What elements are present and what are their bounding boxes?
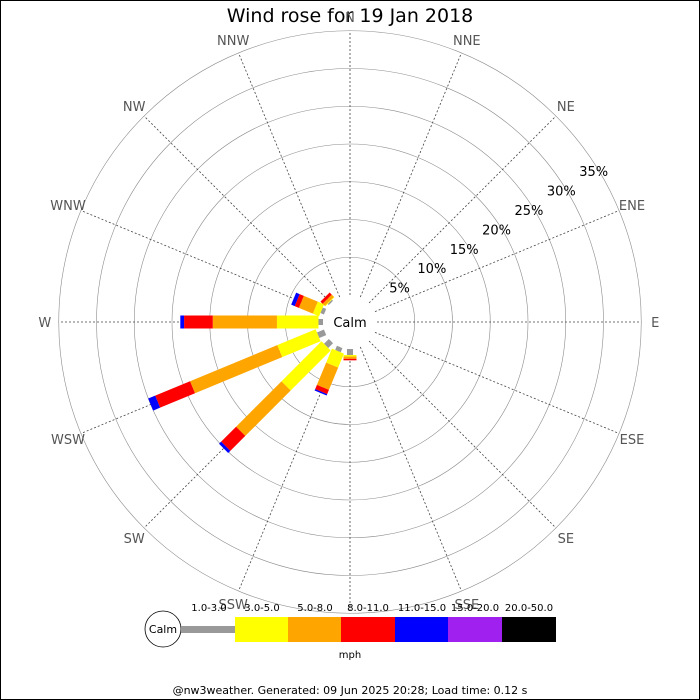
wind-bar-segment xyxy=(318,319,323,325)
legend-label: 20.0-50.0 xyxy=(505,603,553,614)
wind-bar-segment xyxy=(343,358,357,361)
radial-tick-label: 35% xyxy=(579,165,608,180)
direction-spoke xyxy=(359,346,462,592)
direction-label-sw: SW xyxy=(124,532,145,547)
wind-bar-segment xyxy=(316,329,327,338)
wind-bar-segment xyxy=(326,348,344,368)
footer-text: @nw3weather. Generated: 09 Jun 2025 20:2… xyxy=(172,684,528,697)
wind-bar-segment xyxy=(276,315,319,329)
direction-labels: NNNENEENEEESESESSESSSWSWWSWWWNWNWNNW xyxy=(38,11,659,637)
radial-tick-label: 20% xyxy=(482,223,511,238)
direction-label-nnw: NNW xyxy=(217,34,249,49)
wind-bar-s xyxy=(343,349,357,361)
calm-label: Calm xyxy=(333,316,366,331)
direction-spoke xyxy=(368,115,557,304)
direction-spoke xyxy=(374,210,620,313)
wind-bar-segment xyxy=(298,295,318,314)
radial-tick-label: 10% xyxy=(417,262,446,277)
radial-ring xyxy=(96,68,604,576)
legend-label: 5.0-8.0 xyxy=(297,603,332,614)
direction-label-nne: NNE xyxy=(453,34,481,49)
direction-label-nw: NW xyxy=(123,100,146,115)
direction-spoke xyxy=(374,331,620,434)
direction-spoke xyxy=(368,340,557,529)
wind-bar-nw xyxy=(320,292,335,307)
direction-label-ese: ESE xyxy=(620,433,645,448)
wind-bar-segment xyxy=(180,315,185,329)
wind-bar-segment xyxy=(347,349,353,356)
radial-tick-labels: 5% 10% 15%20%25% 30%35% xyxy=(389,165,608,297)
legend-swatch xyxy=(181,626,235,633)
wind-bar-segment xyxy=(316,362,339,390)
legend-label: 15.0-20.0 xyxy=(451,603,499,614)
legend-unit: mph xyxy=(339,650,361,661)
legend-label: 1.0-3.0 xyxy=(191,603,226,614)
legend-label: 8.0-11.0 xyxy=(347,603,389,614)
radial-tick-label: 25% xyxy=(514,204,543,219)
wind-bar-segment xyxy=(155,381,196,408)
wind-bar-segment xyxy=(148,395,161,411)
wind-bar-segment xyxy=(322,294,334,306)
wind-bar-w xyxy=(180,315,323,329)
direction-label-wsw: WSW xyxy=(51,433,85,448)
legend-swatch xyxy=(341,617,395,642)
wind-bar-segment xyxy=(219,441,231,453)
wind-bar-segment xyxy=(294,294,304,308)
direction-label-e: E xyxy=(651,316,659,331)
wind-bar-segment xyxy=(184,315,213,329)
wind-bar-segment xyxy=(312,301,325,317)
radial-ring xyxy=(171,143,529,501)
legend-swatch xyxy=(288,617,342,642)
wind-bar-wnw xyxy=(291,292,327,317)
radial-tick-label: 15% xyxy=(450,243,479,258)
wind-bar-ssw xyxy=(314,345,344,396)
legend-label: 3.0-5.0 xyxy=(244,603,279,614)
wind-bar-segment xyxy=(343,355,357,357)
wind-bar-segment xyxy=(281,341,331,391)
wind-bar-segment xyxy=(323,338,334,349)
direction-label-w: W xyxy=(38,316,51,331)
direction-spoke xyxy=(238,52,341,298)
direction-spoke xyxy=(359,52,462,298)
direction-label-n: N xyxy=(345,11,355,26)
direction-spoke xyxy=(143,115,332,304)
wind-bar-segment xyxy=(320,292,332,304)
direction-label-ene: ENE xyxy=(619,199,645,214)
direction-label-sse: SSE xyxy=(454,598,479,613)
legend: Calm 1.0-3.0 3.0-5.0 5.0-8.0 8.0-11.0 11.0-15… xyxy=(144,603,556,661)
wind-bar-segment xyxy=(324,296,335,307)
wind-bar-segment xyxy=(190,345,283,394)
radial-tick-label: 30% xyxy=(547,184,576,199)
legend-swatch xyxy=(502,617,556,642)
direction-label-wnw: WNW xyxy=(50,199,86,214)
wind-bar-sw xyxy=(219,338,334,453)
direction-label-ssw: SSW xyxy=(219,598,249,613)
wind-bars xyxy=(148,292,357,453)
direction-label-se: SE xyxy=(558,532,574,547)
calm-circle xyxy=(327,299,373,345)
radial-tick-label: 5% xyxy=(389,282,410,297)
wind-bar-segment xyxy=(291,292,300,307)
wind-bar-segment xyxy=(212,315,277,329)
direction-label-ne: NE xyxy=(557,100,575,115)
wind-bar-segment xyxy=(314,389,328,396)
wind-bar-segment xyxy=(236,381,291,436)
legend-swatch xyxy=(235,617,289,642)
legend-label: 11.0-15.0 xyxy=(398,603,446,614)
legend-calm-label: Calm xyxy=(149,623,177,636)
wind-bar-segment xyxy=(277,329,321,358)
wind-bar-segment xyxy=(327,299,334,306)
wind-bar-segment xyxy=(335,345,343,353)
legend-swatch xyxy=(395,617,449,642)
wind-bar-segment xyxy=(343,356,357,359)
wind-bar-segment xyxy=(315,384,329,395)
wind-bar-wsw xyxy=(148,329,327,411)
wind-bar-segment xyxy=(320,307,327,315)
wind-bar-segment xyxy=(221,426,246,451)
direction-spoke xyxy=(80,210,326,313)
legend-swatch xyxy=(448,617,502,642)
chart-title: Wind rose for 19 Jan 2018 xyxy=(226,5,474,27)
